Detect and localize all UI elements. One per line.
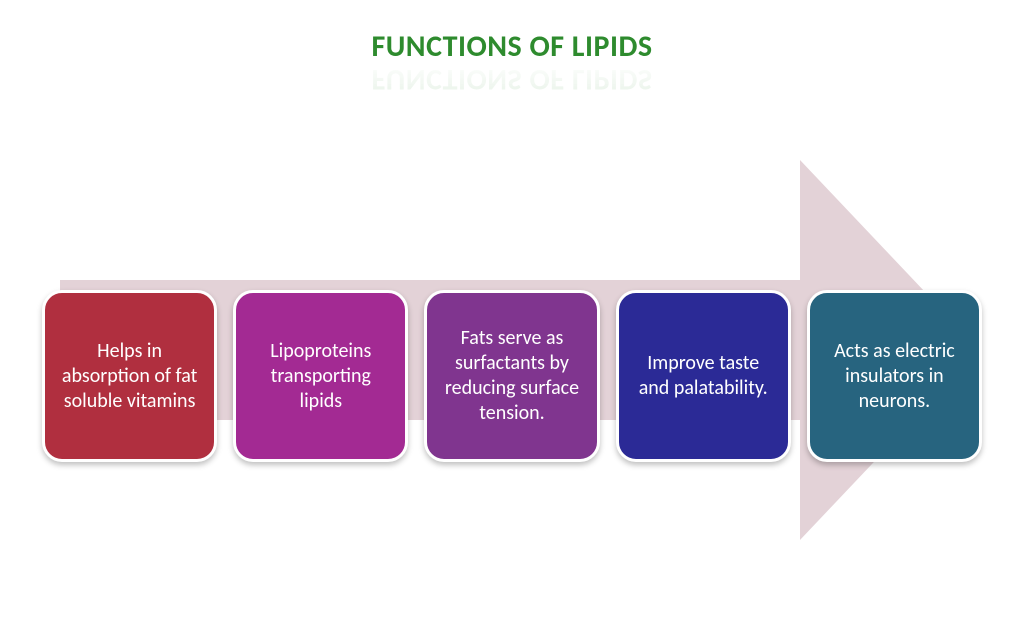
box-4-label: Improve taste and palatability. [631,351,776,401]
box-4: Improve taste and palatability. [616,290,791,462]
box-1: Helps in absorption of fat soluble vitam… [42,290,217,462]
box-3: Fats serve as surfactants by reducing su… [424,290,599,462]
box-5-label: Acts as electric insulators in neurons. [822,339,967,414]
title-container: FUNCTIONS OF LIPIDS FUNCTIONS OF LIPIDS [0,0,1024,98]
page-title: FUNCTIONS OF LIPIDS [371,28,652,65]
box-2: Lipoproteins transporting lipids [233,290,408,462]
box-1-label: Helps in absorption of fat soluble vitam… [57,339,202,414]
page-title-reflection: FUNCTIONS OF LIPIDS [0,61,1024,98]
box-2-label: Lipoproteins transporting lipids [248,339,393,414]
box-3-label: Fats serve as surfactants by reducing su… [439,326,584,426]
boxes-row: Helps in absorption of fat soluble vitam… [42,290,982,462]
box-5: Acts as electric insulators in neurons. [807,290,982,462]
